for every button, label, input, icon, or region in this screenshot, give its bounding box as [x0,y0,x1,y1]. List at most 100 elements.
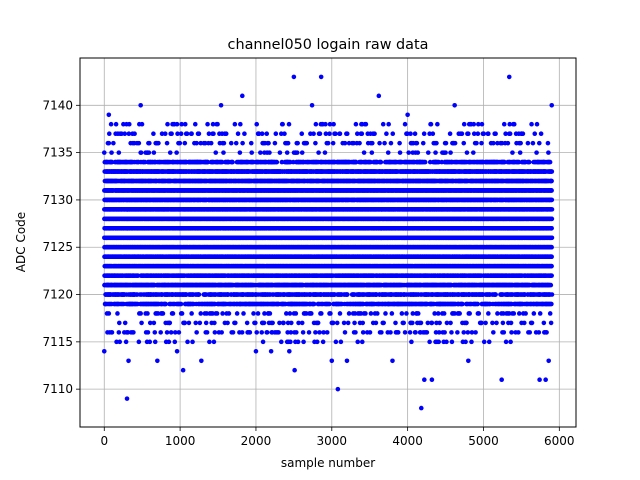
data-point [116,330,122,335]
data-point [145,330,151,335]
data-point [208,140,214,146]
data-point [260,339,266,345]
data-point [211,339,217,345]
data-point [212,330,218,335]
data-point [145,311,150,316]
data-point [219,330,224,335]
data-point [178,131,184,136]
data-point [193,320,199,326]
data-point [116,150,122,155]
data-point [179,311,185,316]
data-point [106,140,112,146]
data-point [190,339,195,345]
data-point [213,150,219,155]
data-point [259,330,265,335]
data-point [109,150,114,155]
data-point [230,159,235,165]
data-point [244,320,250,326]
data-point [258,150,263,155]
data-point [152,339,158,345]
data-point [139,121,145,127]
data-point [254,330,260,335]
data-point [233,140,239,146]
data-point [138,311,143,316]
data-point [139,320,144,326]
data-point [106,131,112,136]
data-point [169,131,174,136]
data-point [204,330,210,335]
data-point [254,121,260,127]
data-point [198,311,204,316]
data-point [162,131,168,136]
data-point [131,330,136,335]
data-point [196,131,202,136]
data-point [109,330,115,335]
data-point [156,140,161,146]
data-point [106,311,112,316]
data-point [228,140,234,146]
data-point [182,320,188,326]
data-point [235,131,241,136]
data-point [113,121,119,127]
data-point [111,140,116,146]
data-point [122,320,128,326]
data-point [194,140,199,146]
data-point [259,131,265,136]
data-point [241,311,246,316]
data-point [230,330,236,335]
data-point [203,320,209,326]
data-point [214,311,220,316]
data-point [151,150,157,155]
data-point [185,339,190,345]
data-point [189,311,194,316]
data-point [239,330,245,335]
data-point [115,311,120,316]
data-point [165,121,170,127]
data-point [174,121,180,127]
data-point [172,339,178,345]
data-point [189,131,194,136]
data-point [186,320,192,326]
data-point [223,131,229,136]
data-point [220,311,225,316]
data-point [261,320,267,326]
data-point [108,121,114,127]
data-point [238,121,243,127]
data-point [147,140,152,146]
data-point [182,140,188,146]
data-point [167,150,173,155]
data-point [184,131,190,136]
data-point [255,311,261,316]
data-point [242,131,247,136]
data-point [196,292,202,297]
data-point [160,311,166,316]
data-point [226,311,232,316]
data-point [248,140,254,146]
data-point [167,320,173,326]
data-point [233,320,238,326]
data-point [234,311,240,316]
data-point [253,320,258,326]
data-point [247,330,253,335]
data-point [221,140,227,146]
data-point [170,311,176,316]
data-point [158,330,163,335]
data-point [168,330,174,335]
data-point [232,121,238,127]
data-point [221,150,226,155]
data-point [225,320,230,326]
data-point [237,150,243,155]
data-point [251,311,256,316]
data-point [164,330,170,335]
data-point [117,339,123,345]
data-point [174,150,179,155]
data-point [194,330,199,335]
data-point [147,339,153,345]
data-point [249,150,255,155]
data-point [126,121,132,127]
data-point [123,339,129,345]
data-point [152,330,158,335]
data-point [197,320,203,326]
data-point [211,131,216,136]
